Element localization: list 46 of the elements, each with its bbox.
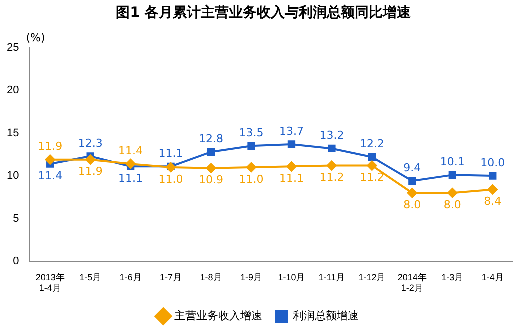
data-label: 11.1: [158, 147, 184, 160]
x-tick-label: 2013年 1-4月: [36, 272, 65, 294]
data-label: 10.1: [440, 156, 465, 169]
data-label: 13.5: [239, 126, 264, 140]
x-tick-label: 1-5月: [80, 272, 102, 282]
legend-label: 主营业务收入增速: [174, 309, 262, 322]
data-label: 9.4: [404, 162, 422, 175]
x-tick-label: 1-10月: [278, 272, 306, 282]
data-label: 11.1: [118, 172, 144, 186]
x-tick-label: 1-8月: [200, 272, 222, 282]
x-tick-label: 2014年 1-2月: [398, 272, 427, 294]
data-label: 10.9: [199, 174, 224, 187]
data-label: 11.2: [360, 171, 384, 184]
data-label: 11.0: [239, 172, 264, 186]
x-tick-label: 1-9月: [240, 272, 263, 282]
y-tick-label: 15: [6, 127, 20, 140]
data-label: 11.9: [78, 165, 103, 178]
x-tick-label: 1-3月: [442, 272, 464, 282]
y-axis-title: (%): [26, 31, 46, 44]
data-label: 11.2: [320, 171, 344, 184]
y-tick-label: 20: [6, 84, 20, 97]
data-label: 13.7: [279, 124, 304, 138]
data-label: 11.0: [158, 172, 184, 186]
data-label: 11.1: [279, 172, 304, 186]
y-tick-label: 10: [6, 170, 20, 182]
x-tick-label: 1-11月: [318, 272, 346, 282]
x-tick-label: 1-4月: [482, 272, 504, 282]
data-label: 10.0: [480, 156, 506, 170]
x-tick-label: 1-7月: [160, 272, 182, 282]
data-label: 11.4: [38, 169, 63, 182]
chart-title: 图1 各月累计主营业务收入与利润总额同比增速: [115, 4, 412, 23]
x-tick-label: 1-6月: [120, 272, 142, 282]
data-label: 12.2: [360, 138, 384, 151]
legend-label: 利润总额增速: [293, 309, 359, 322]
data-label: 12.8: [199, 132, 224, 146]
data-label: 13.2: [320, 129, 344, 142]
x-tick-label: 1-12月: [358, 272, 386, 282]
y-tick-label: 5: [13, 212, 20, 225]
data-label: 8.0: [404, 198, 422, 212]
data-label: 8.0: [444, 198, 462, 212]
data-label: 8.4: [484, 195, 502, 208]
data-label: 11.9: [38, 140, 63, 154]
y-tick-label: 25: [6, 42, 20, 54]
data-label: 12.3: [78, 136, 103, 150]
data-label: 11.4: [118, 144, 144, 158]
y-tick-label: 0: [13, 255, 20, 268]
